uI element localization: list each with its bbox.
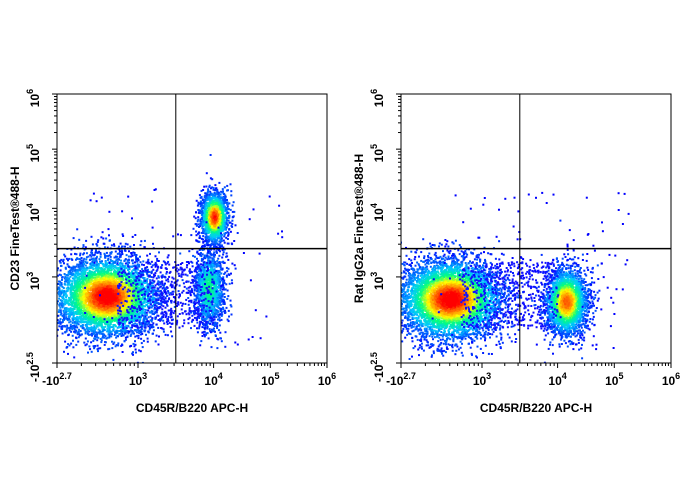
scattered-events <box>431 191 630 351</box>
dot-cloud <box>57 154 284 363</box>
y-tick-label: 103 <box>369 272 386 290</box>
y-tick-label: -102.5 <box>369 352 386 382</box>
y-axis-title: CD23 FineTest®488-H <box>8 167 22 291</box>
scattered-events <box>84 188 284 351</box>
plot-panel-2: -102.7 103 104 105 106 -102.5 103 104 105 106 CD45… <box>352 89 680 415</box>
x-tick-label: 104 <box>204 371 222 388</box>
y-tick-label: 106 <box>25 89 42 107</box>
population-1 <box>401 236 563 360</box>
x-tick-label: 106 <box>662 371 680 388</box>
x-tick-label: -102.7 <box>42 371 72 388</box>
y-tick-label: -102.5 <box>25 352 42 382</box>
y-tick-label: 105 <box>369 144 386 162</box>
y-tick-label: 105 <box>25 144 42 162</box>
x-tick-label: 105 <box>261 371 279 388</box>
y-tick-label: 106 <box>369 89 386 107</box>
y-tick-label: 103 <box>25 272 42 290</box>
x-tick-label: 106 <box>318 371 336 388</box>
y-tick-label: 104 <box>369 203 386 221</box>
x-axis-title: CD45R/B220 APC-H <box>136 401 248 415</box>
population-2 <box>192 154 239 269</box>
x-tick-label: 104 <box>548 371 566 388</box>
y-axis-title: Rat IgG2a FineTest®488-H <box>352 154 366 303</box>
population-2 <box>529 219 603 363</box>
y-tick-label: 104 <box>25 203 42 221</box>
x-tick-label: 105 <box>605 371 623 388</box>
x-tick-label: 103 <box>129 371 147 388</box>
x-tick-label: -102.7 <box>386 371 416 388</box>
plot-panel-1: -102.7 103 104 105 106 -102.5 103 104 105 106 CD45… <box>8 89 336 415</box>
x-tick-label: 103 <box>473 371 491 388</box>
x-axis-title: CD45R/B220 APC-H <box>480 401 592 415</box>
dot-cloud <box>401 191 630 363</box>
